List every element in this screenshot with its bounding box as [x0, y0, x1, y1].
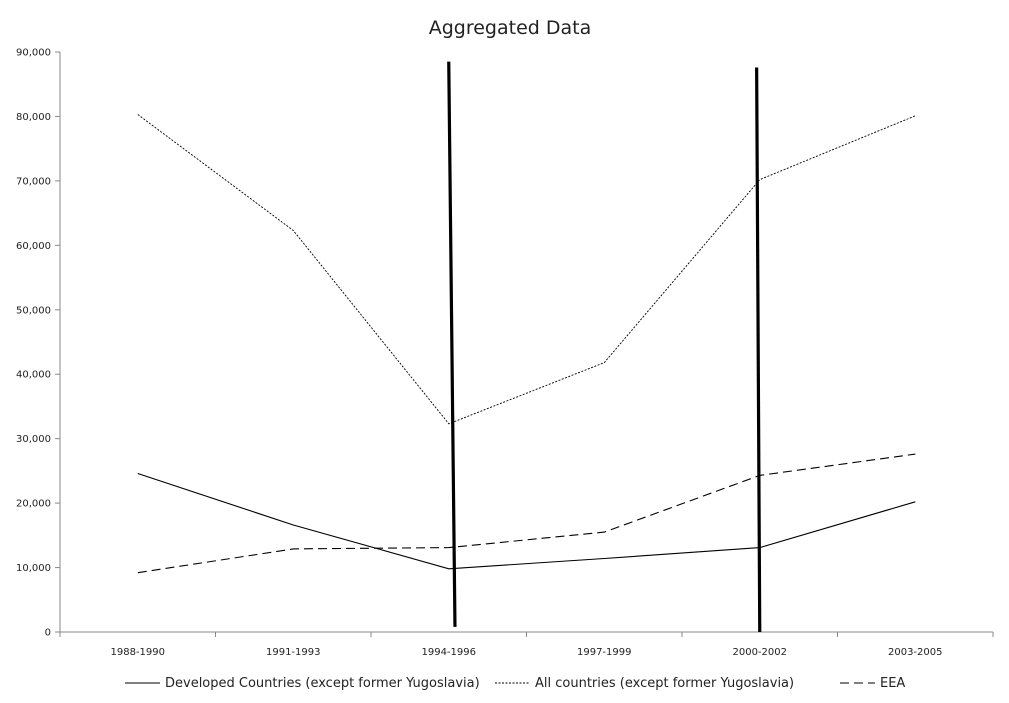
y-axis-ticks: 0 10,000 20,000 30,000 40,000 50,000 60,000 70,… [16, 48, 60, 639]
x-tick-label: 1997-1999 [577, 647, 632, 658]
annotation-layer [447, 61, 762, 633]
series-layer [137, 114, 916, 574]
y-tick-label: 90,000 [16, 48, 51, 59]
x-tick-label: 2003-2005 [888, 647, 943, 658]
legend: Developed Countries (except former Yugos… [125, 676, 905, 691]
y-tick-label: 40,000 [16, 370, 51, 381]
y-tick-label: 80,000 [16, 112, 51, 123]
y-tick-label: 60,000 [16, 241, 51, 252]
x-axis-ticks: 1988-1990 1991-1993 1994-1996 1997-1999 2000… [59, 632, 994, 658]
axes [59, 52, 993, 633]
x-tick-label: 1991-1993 [266, 647, 321, 658]
y-tick-label: 50,000 [16, 305, 51, 316]
y-tick-label: 0 [45, 628, 51, 639]
x-tick-label: 1994-1996 [421, 647, 476, 658]
legend-label-3: EEA [880, 676, 905, 691]
y-tick-label: 20,000 [16, 499, 51, 510]
series-line-1 [137, 472, 916, 570]
series-line-2 [137, 114, 916, 425]
x-tick-label: 1988-1990 [110, 647, 165, 658]
chart-title: Aggregated Data [429, 17, 592, 39]
y-tick-label: 10,000 [16, 563, 51, 574]
y-tick-label: 30,000 [16, 434, 51, 445]
legend-label-2: All countries (except former Yugoslavia) [535, 676, 794, 691]
vertical-marker-2 [755, 67, 762, 633]
x-tick-label: 2000-2002 [732, 647, 787, 658]
y-tick-label: 70,000 [16, 176, 51, 187]
legend-label-1: Developed Countries (except former Yugos… [165, 676, 480, 691]
series-line-3 [137, 453, 916, 574]
vertical-marker-1 [447, 61, 457, 627]
